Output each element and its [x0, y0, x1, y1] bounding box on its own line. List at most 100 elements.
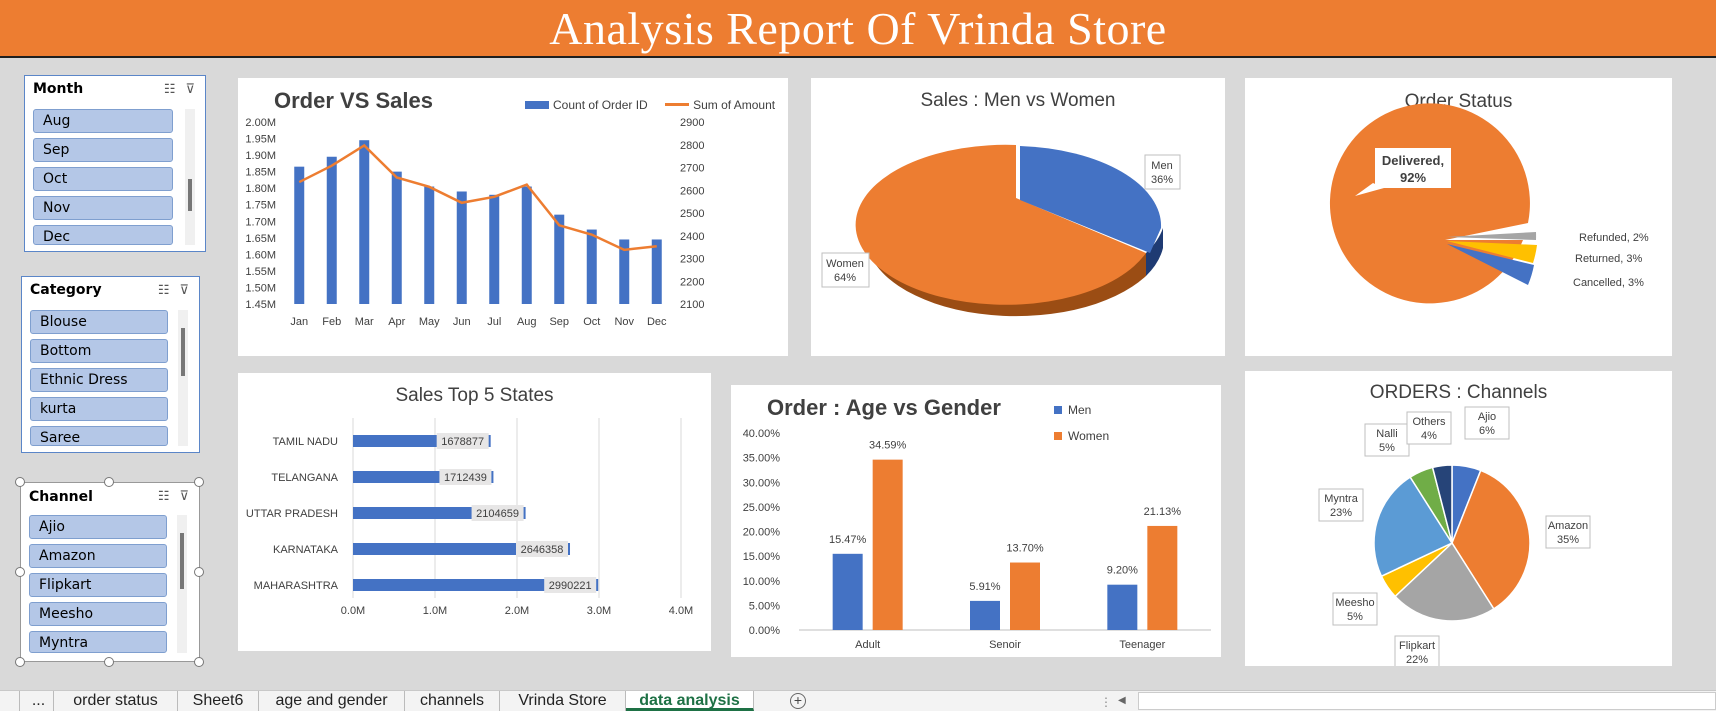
y2-tick-label: 2600 [680, 185, 704, 197]
resize-handle[interactable] [104, 657, 114, 667]
value-label: 13.70% [1006, 543, 1044, 555]
clear-filter-icon[interactable]: ⊽ [179, 282, 189, 297]
channels-chart[interactable]: ORDERS : Channels Ajio 6% Amazon 35% Flipkar… [1245, 371, 1672, 666]
resize-handle[interactable] [104, 477, 114, 487]
tab-split-handle[interactable]: ⋮ [1100, 695, 1112, 709]
slicer-item[interactable]: Ajio [29, 515, 167, 539]
slicer-item[interactable]: Meesho [29, 602, 167, 626]
value-label: 9.20% [1107, 565, 1138, 577]
x-tick-label: Dec [647, 316, 667, 328]
top-states-chart[interactable]: Sales Top 5 States 0.0M 1.0M 2.0M 3.0M 4.0M T… [238, 373, 711, 651]
men-label: Men [1151, 160, 1172, 172]
women-data-label: Women 64% [821, 252, 870, 288]
slicer-title: Channel [29, 489, 93, 505]
x-tick-label: Oct [583, 316, 600, 328]
slicer-scrollbar[interactable] [185, 109, 195, 245]
slicer-item[interactable]: Sep [33, 138, 173, 162]
chart-title: Sales : Men vs Women [920, 90, 1116, 111]
channel-label: Flipkart [1399, 640, 1435, 652]
y-tick-label: 25.00% [743, 502, 781, 514]
x-tick-label: 2.0M [505, 605, 529, 617]
state-value-label: 1712439 [444, 472, 487, 484]
tab-order-status[interactable]: order status [54, 691, 178, 711]
tab-more[interactable]: ... [24, 691, 54, 711]
channel-pct: 4% [1421, 430, 1437, 442]
data-label-bg [439, 469, 492, 485]
state-value-label: 2646358 [521, 544, 564, 556]
tab-age-and-gender[interactable]: age and gender [259, 691, 405, 711]
data-label-box [1364, 423, 1410, 457]
y2-tick-label: 2800 [680, 140, 704, 152]
cancelled-label: Cancelled, 3% [1573, 277, 1644, 289]
multi-select-icon[interactable]: ☷ [163, 81, 176, 96]
month-slicer[interactable]: Month ☷ ⊽ Aug Sep Oct Nov Dec [24, 75, 206, 252]
chart-legend: Men Women [1054, 397, 1109, 449]
y-tick-label: 10.00% [743, 576, 781, 588]
horizontal-scrollbar[interactable] [1138, 692, 1716, 710]
tab-scroll-left[interactable] [5, 691, 20, 711]
y-tick-label: 40.00% [743, 428, 781, 440]
slicer-item[interactable]: Flipkart [29, 573, 167, 597]
age-gender-chart[interactable]: Order : Age vs Gender Men Women 40.00% 35… [731, 385, 1221, 657]
resize-handle[interactable] [194, 567, 204, 577]
slicer-title: Category [30, 282, 102, 298]
legend-label: Women [1068, 429, 1110, 443]
slicer-item[interactable]: Bottom [30, 339, 168, 363]
slicer-item[interactable]: Aug [33, 109, 173, 133]
y2-tick-label: 2300 [680, 254, 704, 266]
data-label-box [1332, 592, 1378, 626]
data-label-bg [544, 577, 597, 593]
slicer-scrollbar[interactable] [177, 515, 187, 653]
y-tick-label: 1.90M [245, 150, 276, 162]
category-slicer[interactable]: Category ☷ ⊽ Blouse Bottom Ethnic Dress k… [21, 276, 200, 453]
channel-pct: 23% [1330, 507, 1352, 519]
resize-handle[interactable] [194, 657, 204, 667]
multi-select-icon[interactable]: ☷ [157, 488, 170, 503]
y-tick-label: 1.55M [245, 266, 276, 278]
y-tick-label: 20.00% [743, 527, 781, 539]
delivered-pct: 92% [1400, 170, 1426, 185]
state-value-label: 1678877 [441, 436, 484, 448]
order-status-chart[interactable]: Order Status Delivered, 92% Refunded, 2%… [1245, 78, 1672, 356]
y-tick-label: 1.65M [245, 233, 276, 245]
slicer-item[interactable]: Myntra [29, 631, 167, 653]
channel-pct: 5% [1347, 611, 1363, 623]
multi-select-icon[interactable]: ☷ [157, 282, 170, 297]
slicer-item[interactable]: kurta [30, 397, 168, 421]
slicer-item[interactable]: Ethnic Dress [30, 368, 168, 392]
tab-vrinda-store[interactable]: Vrinda Store [500, 691, 626, 711]
men-slice-side [1146, 228, 1163, 276]
channel-slicer[interactable]: Channel ☷ ⊽ Ajio Amazon Flipkart Meesho M… [20, 482, 200, 662]
slicer-item[interactable]: Saree [30, 426, 168, 446]
resize-handle[interactable] [15, 477, 25, 487]
slicer-item[interactable]: Amazon [29, 544, 167, 568]
men-women-chart[interactable]: Sales : Men vs Women Men 36% Women 64% [811, 78, 1225, 356]
women-bar [872, 459, 903, 630]
order-vs-sales-chart[interactable]: Order VS Sales Count of Order ID Sum of … [238, 78, 788, 356]
tab-channels[interactable]: channels [405, 691, 500, 711]
slicer-item[interactable]: Blouse [30, 310, 168, 334]
clear-filter-icon[interactable]: ⊽ [185, 81, 195, 96]
x-tick-label: Apr [388, 316, 405, 328]
state-label: TAMIL NADU [273, 436, 338, 448]
data-label-box [1318, 488, 1364, 522]
tab-data-analysis[interactable]: data analysis [626, 691, 754, 711]
resize-handle[interactable] [194, 477, 204, 487]
data-label-bg [436, 433, 489, 449]
slicer-scrollbar[interactable] [178, 310, 188, 446]
plus-circle-icon[interactable]: + [790, 693, 806, 709]
resize-handle[interactable] [15, 657, 25, 667]
channel-label: Others [1412, 416, 1446, 428]
clear-filter-icon[interactable]: ⊽ [179, 488, 189, 503]
order-status-pie: Delivered, 92% Refunded, 2% Returned, 3%… [1329, 103, 1649, 304]
tab-sheet6[interactable]: Sheet6 [178, 691, 259, 711]
slicer-item[interactable]: Dec [33, 225, 173, 245]
slicer-item[interactable]: Oct [33, 167, 173, 191]
scroll-left-icon[interactable]: ◀ [1118, 695, 1126, 706]
x-tick-label: 4.0M [669, 605, 693, 617]
resize-handle[interactable] [15, 567, 25, 577]
slicer-item[interactable]: Nov [33, 196, 173, 220]
y-tick-label: 1.80M [245, 183, 276, 195]
channel-pct: 22% [1406, 654, 1428, 666]
y-tick-label: 30.00% [743, 477, 781, 489]
